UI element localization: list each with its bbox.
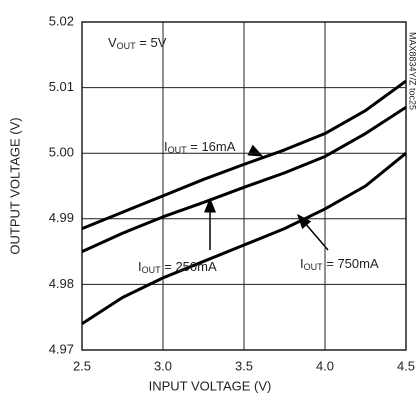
x-tick-label: 3.5 (235, 358, 253, 373)
condition-label-part: = 5V (136, 35, 167, 50)
x-tick-label: 3.0 (154, 358, 172, 373)
condition-label-part: V (108, 35, 117, 50)
y-tick-label: 5.02 (49, 13, 74, 28)
series-label-part: I (138, 259, 142, 274)
series-label-part: OUT (142, 265, 162, 275)
series-label-part: I (164, 139, 168, 154)
condition-label: VOUT = 5V (108, 35, 167, 50)
series-label: IOUT = 750mA (300, 256, 379, 271)
x-tick-label: 2.5 (73, 358, 91, 373)
series-label-part: = 250mA (161, 259, 217, 274)
series-label-part: OUT (304, 262, 324, 272)
series-label: IOUT = 16mA (164, 139, 236, 154)
x-axis-label: INPUT VOLTAGE (V) (149, 378, 272, 393)
y-tick-label: 5.00 (49, 145, 74, 160)
series-label: IOUT = 250mA (138, 259, 217, 274)
condition-label-part: OUT (117, 41, 137, 51)
series-label-part: I (300, 256, 304, 271)
y-tick-label: 4.99 (49, 210, 74, 225)
series-line (81, 106, 407, 253)
y-tick-label: 4.97 (49, 341, 74, 356)
series-label-part: = 750mA (323, 256, 379, 271)
series-line (81, 152, 407, 326)
x-tick-label: 4.5 (397, 358, 415, 373)
y-tick-label: 5.01 (49, 79, 74, 94)
series-line (81, 79, 407, 231)
side-note: MAX8834Y/Z toc25 (408, 32, 418, 110)
plot-frame (81, 21, 407, 351)
y-tick-label: 4.98 (49, 276, 74, 291)
series-label-part: = 16mA (187, 139, 236, 154)
y-axis-label: OUTPUT VOLTAGE (V) (7, 117, 22, 254)
x-tick-label: 4.0 (316, 358, 334, 373)
series-label-part: OUT (168, 145, 188, 155)
